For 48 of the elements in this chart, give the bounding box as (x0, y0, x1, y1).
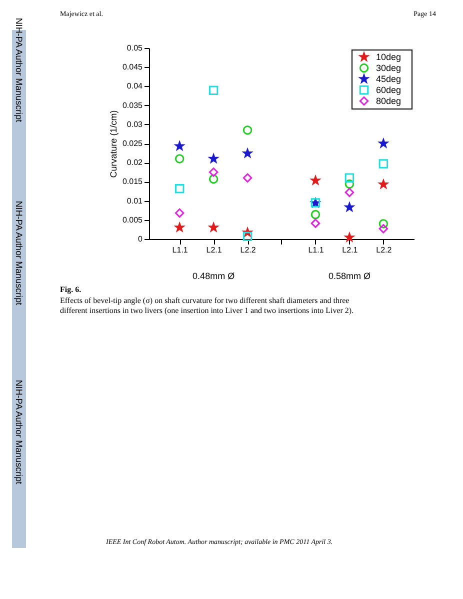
point (378, 219, 388, 228)
legend-label: 30deg (376, 63, 402, 73)
legend-label: 10deg (376, 52, 402, 62)
x-tick-label: L2.2 (240, 246, 256, 254)
point (242, 173, 252, 183)
point (378, 224, 388, 234)
y-tick-label: 0.03 (126, 120, 144, 129)
y-tick-label: 0.02 (126, 158, 144, 168)
text: 0.48mm Ø (192, 271, 235, 281)
point (208, 168, 218, 177)
point (174, 208, 184, 218)
x-tick-label: L2.1 (342, 246, 358, 254)
x-tick-label: L1.1 (172, 246, 188, 254)
text: Effects of bevel-tip angle (σ) on shaft curvature for two different shaft diameters and three (60, 296, 350, 305)
y-tick-label: 0.035 (122, 100, 144, 110)
y-tick-label: 0.01 (126, 196, 144, 206)
point (242, 232, 252, 241)
point (310, 210, 320, 220)
legend-label: 45deg (376, 74, 402, 84)
point (208, 86, 218, 96)
text: NIH-PA Author Manuscript (14, 18, 24, 123)
point (174, 184, 184, 194)
y-axis-title: Curvature (1/cm) (108, 110, 118, 178)
y-tick-label: 0.015 (122, 177, 144, 186)
point (344, 173, 354, 183)
text: different insertions in two livers (one insertion into Liver 1 and two insertions into Liver 2). (60, 306, 354, 315)
text: NIH-PA Author Manuscript (14, 200, 24, 306)
legend-label: 80deg (376, 96, 402, 106)
point (242, 126, 252, 135)
y-tick-label: 0.04 (126, 82, 144, 91)
y-tick-label: 0.045 (122, 62, 144, 72)
caption: Fig. 6. (60, 285, 82, 294)
point (310, 218, 320, 228)
y-tick-label: 0.025 (122, 139, 144, 148)
point (378, 159, 388, 168)
y-tick-label: 0 (138, 234, 144, 244)
point (174, 154, 184, 164)
y-tick-label: 0.05 (126, 44, 144, 52)
point (344, 179, 354, 189)
x-tick-label: L1.1 (308, 246, 324, 254)
text: NIH-PA Author Manuscript (14, 380, 24, 485)
x-tick-label: L2.1 (206, 246, 222, 254)
point (208, 174, 218, 184)
text: 0.58mm Ø (328, 271, 370, 281)
point (344, 188, 354, 198)
x-tick-label: L2.2 (376, 246, 392, 254)
y-tick-label: 0.005 (122, 215, 144, 224)
legend-label: 60deg (376, 85, 402, 95)
